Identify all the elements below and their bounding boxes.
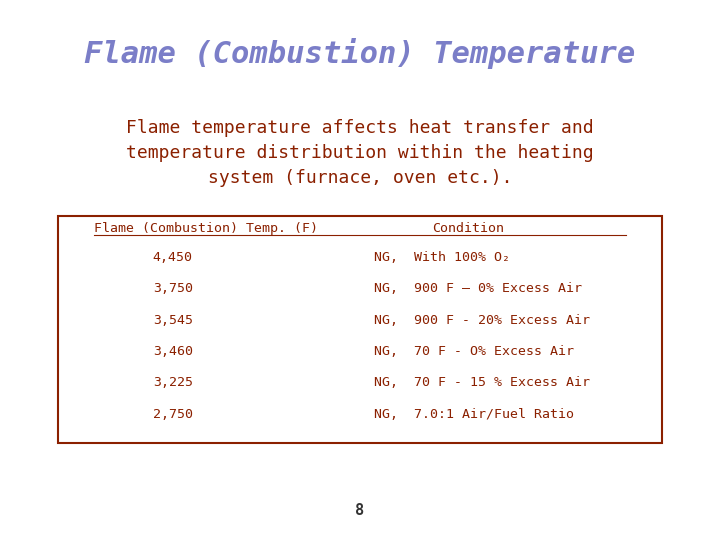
Text: NG,  With 100% O₂: NG, With 100% O₂ bbox=[374, 251, 510, 264]
Text: NG,  900 F - 20% Excess Air: NG, 900 F - 20% Excess Air bbox=[374, 314, 590, 327]
Text: 3,460: 3,460 bbox=[153, 345, 193, 358]
Text: NG,  7.0:1 Air/Fuel Ratio: NG, 7.0:1 Air/Fuel Ratio bbox=[374, 408, 575, 421]
Text: NG,  70 F - O% Excess Air: NG, 70 F - O% Excess Air bbox=[374, 345, 575, 358]
Text: 8: 8 bbox=[356, 503, 364, 518]
Text: NG,  900 F – 0% Excess Air: NG, 900 F – 0% Excess Air bbox=[374, 282, 582, 295]
Text: 3,545: 3,545 bbox=[153, 314, 193, 327]
Text: Condition: Condition bbox=[432, 222, 504, 235]
Text: Flame (Combustion) Temperature: Flame (Combustion) Temperature bbox=[84, 38, 636, 69]
FancyBboxPatch shape bbox=[58, 216, 662, 443]
Text: 3,750: 3,750 bbox=[153, 282, 193, 295]
Text: 3,225: 3,225 bbox=[153, 376, 193, 389]
Text: NG,  70 F - 15 % Excess Air: NG, 70 F - 15 % Excess Air bbox=[374, 376, 590, 389]
Text: Flame (Combustion) Temp. (F): Flame (Combustion) Temp. (F) bbox=[94, 222, 318, 235]
Text: 4,450: 4,450 bbox=[153, 251, 193, 264]
Text: Flame temperature affects heat transfer and
temperature distribution within the : Flame temperature affects heat transfer … bbox=[126, 119, 594, 187]
Text: 2,750: 2,750 bbox=[153, 408, 193, 421]
